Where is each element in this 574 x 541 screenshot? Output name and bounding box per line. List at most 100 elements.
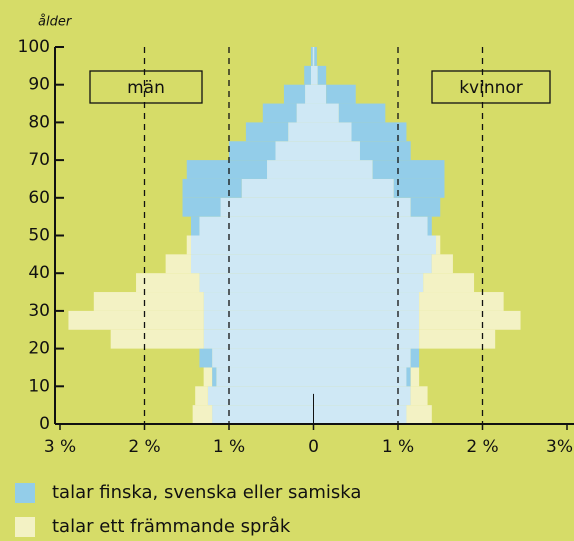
bar <box>313 348 411 368</box>
bar <box>305 84 314 104</box>
bar <box>406 367 411 387</box>
bar <box>313 197 411 217</box>
bar <box>326 84 356 104</box>
x-tick-label: 1 % <box>382 437 414 457</box>
bar <box>313 254 432 274</box>
bar <box>182 197 221 217</box>
bar <box>207 386 314 406</box>
bar <box>199 216 314 236</box>
side-label-box <box>89 70 203 104</box>
bar <box>410 367 420 387</box>
legend-swatch <box>15 517 35 537</box>
y-tick-label: 90 <box>28 75 50 95</box>
bar <box>262 103 297 123</box>
bar <box>313 122 352 142</box>
bar <box>393 178 445 198</box>
bar <box>313 386 411 406</box>
y-tick-label: 100 <box>18 37 50 57</box>
legend-label: talar finska, svenska eller samiska <box>52 482 361 503</box>
bar <box>313 47 315 66</box>
bar <box>419 292 504 311</box>
bar <box>275 141 314 161</box>
bar <box>310 65 314 85</box>
bar <box>313 405 407 424</box>
x-tick-label: 2 % <box>466 437 498 457</box>
bar <box>110 329 204 349</box>
bar <box>313 65 318 85</box>
bar <box>313 235 437 255</box>
bar <box>313 273 424 293</box>
bar <box>241 178 314 198</box>
bar <box>203 367 213 387</box>
y-tick-label: 40 <box>28 263 50 283</box>
bar <box>296 103 314 123</box>
bar <box>216 367 314 387</box>
bar <box>93 292 204 311</box>
bar <box>419 329 496 349</box>
bar <box>436 235 441 255</box>
bar <box>203 292 314 311</box>
x-tick-label: 3% <box>546 437 573 457</box>
bar <box>186 235 191 255</box>
bar <box>312 47 314 66</box>
bar <box>313 141 360 161</box>
bar <box>410 386 428 406</box>
bar <box>372 160 445 179</box>
bar <box>304 65 311 85</box>
bar <box>313 84 327 104</box>
bar <box>212 367 217 387</box>
bar <box>229 141 276 161</box>
y-tick-label: 70 <box>28 150 50 170</box>
bar <box>199 348 213 368</box>
side-label: män <box>127 78 165 98</box>
bar <box>313 178 394 198</box>
bar <box>313 103 339 123</box>
bar <box>165 254 191 274</box>
x-tick-label: 0 <box>308 437 319 457</box>
y-tick-label: 0 <box>39 414 50 434</box>
y-tick-label: 30 <box>28 301 50 321</box>
bar <box>203 329 314 349</box>
x-tick-label: 1 % <box>213 437 245 457</box>
bar <box>427 216 432 236</box>
bar <box>410 348 420 368</box>
bar <box>431 254 453 274</box>
bar <box>338 103 386 123</box>
bar <box>351 122 407 142</box>
bar <box>136 273 200 293</box>
bar <box>423 273 475 293</box>
bar <box>212 405 314 424</box>
legend-swatch <box>15 483 35 503</box>
bar <box>313 160 373 179</box>
bar <box>190 254 314 274</box>
y-tick-label: 50 <box>28 226 50 246</box>
bar <box>283 84 306 104</box>
bar <box>313 329 420 349</box>
bar <box>419 310 521 330</box>
bar <box>245 122 289 142</box>
y-tick-label: 20 <box>28 339 50 359</box>
y-tick-label: 10 <box>28 376 50 396</box>
bar <box>190 216 200 236</box>
bar <box>186 160 268 179</box>
x-tick-label: 2 % <box>128 437 160 457</box>
bar <box>310 47 313 66</box>
bar <box>203 310 314 330</box>
bar <box>288 122 314 142</box>
bar <box>359 141 411 161</box>
bar <box>317 65 327 85</box>
bar <box>313 310 420 330</box>
bar <box>192 405 213 424</box>
bar <box>199 273 314 293</box>
x-tick-label: 3 % <box>44 437 76 457</box>
bar <box>313 216 428 236</box>
y-axis-label: ålder <box>38 15 73 30</box>
bar <box>220 197 314 217</box>
bar <box>182 178 242 198</box>
bar <box>195 386 208 406</box>
bar <box>190 235 314 255</box>
bar <box>267 160 314 179</box>
side-label-box <box>431 70 551 104</box>
legend-label: talar ett främmande språk <box>52 516 291 537</box>
